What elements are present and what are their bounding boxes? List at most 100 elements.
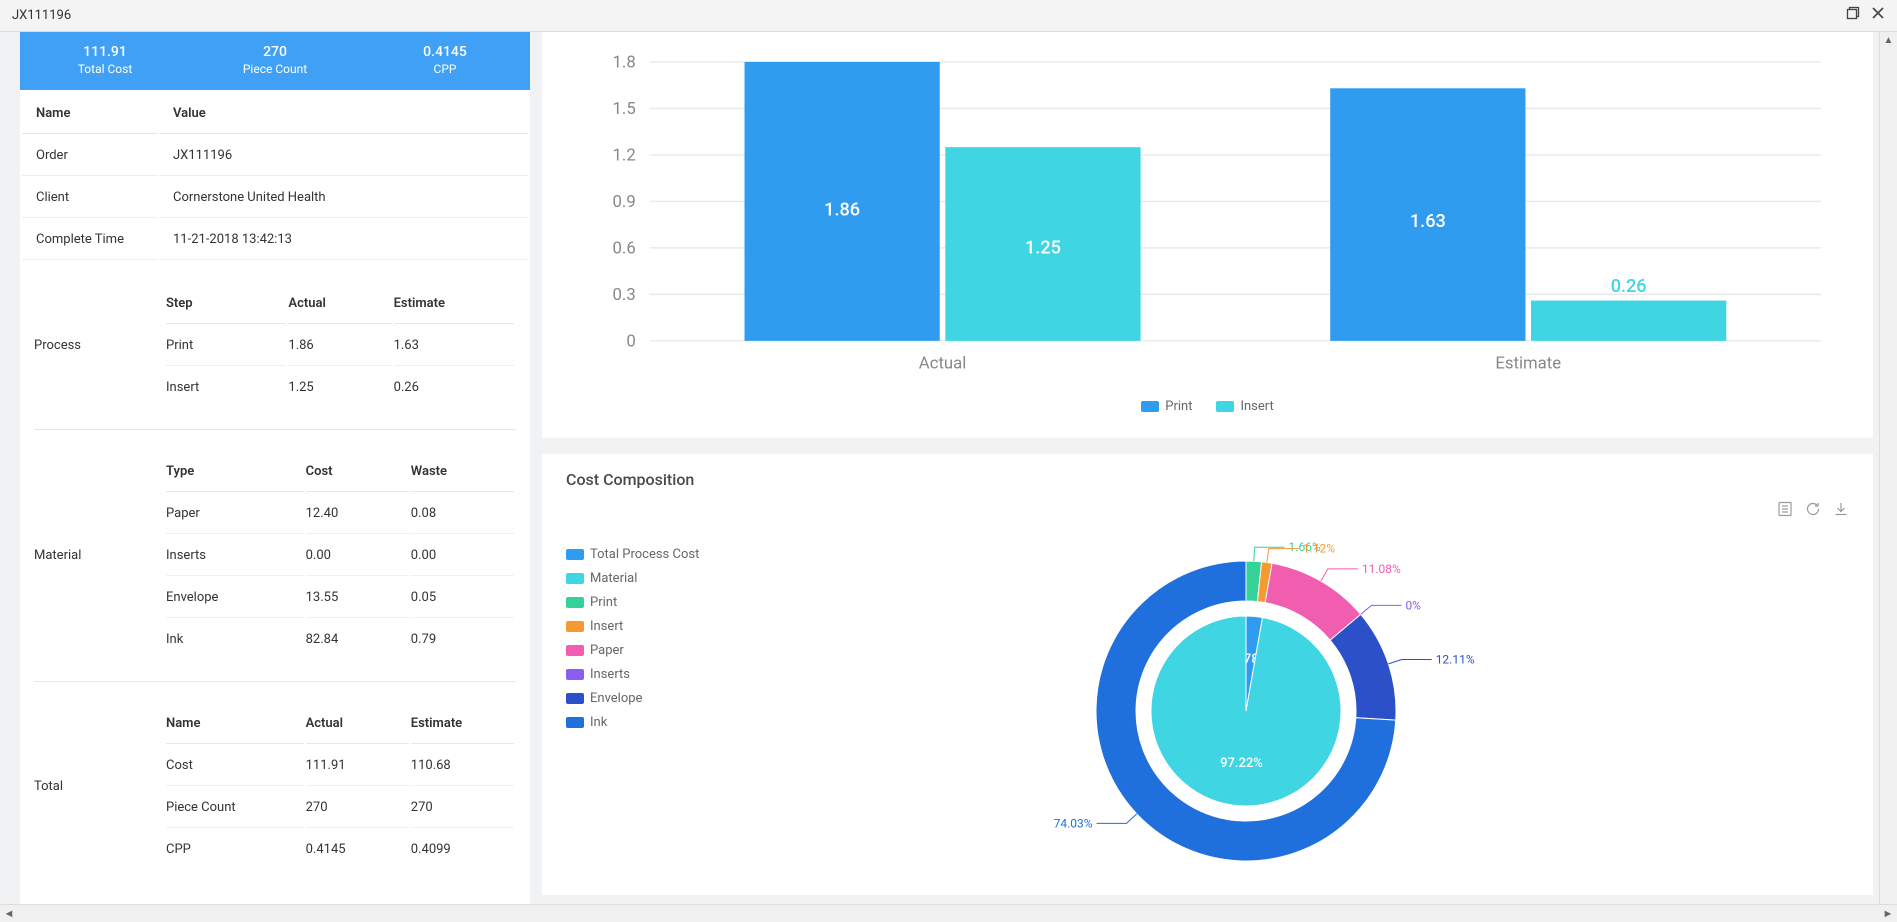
legend-label: Envelope xyxy=(590,691,642,706)
legend-item[interactable]: Print xyxy=(566,595,699,610)
cell: 1.63 xyxy=(394,326,514,366)
column-header: Actual xyxy=(288,284,391,324)
cell: Print xyxy=(166,326,286,366)
svg-text:Estimate: Estimate xyxy=(1495,354,1561,374)
table-row: Ink82.840.79 xyxy=(166,620,514,659)
pie-chart-legend: Total Process Cost Material Print Insert Pap… xyxy=(566,541,699,871)
legend-item[interactable]: Material xyxy=(566,571,699,586)
table-row: CPP0.41450.4099 xyxy=(166,830,514,869)
svg-text:1.86: 1.86 xyxy=(824,199,860,220)
table-row: Insert1.250.26 xyxy=(166,368,514,407)
legend-swatch xyxy=(566,669,584,680)
details-panel: 111.91Total Cost270Piece Count0.4145CPP … xyxy=(20,32,530,904)
process-label: Process xyxy=(34,282,164,409)
download-icon[interactable] xyxy=(1833,501,1849,521)
cell: Order xyxy=(22,136,157,176)
kpi-card: 270 Piece Count xyxy=(190,32,360,90)
legend-label: Insert xyxy=(1240,399,1273,414)
charts-panel: 00.30.60.91.21.51.8Actual1.861.25Estimat… xyxy=(542,32,1897,904)
cell: 0.08 xyxy=(411,494,514,534)
legend-label: Total Process Cost xyxy=(590,547,699,562)
kpi-card: 111.91Total Cost xyxy=(20,32,190,90)
cell: Client xyxy=(22,178,157,218)
cell: 270 xyxy=(411,788,514,828)
kpi-value: 0.4145 xyxy=(360,44,530,60)
legend-item[interactable]: Envelope xyxy=(566,691,699,706)
kpi-label: Total Cost xyxy=(20,62,190,76)
material-label: Material xyxy=(34,450,164,661)
cell: 11-21-2018 13:42:13 xyxy=(159,220,528,260)
cell: Cost xyxy=(166,746,304,786)
cell: Paper xyxy=(166,494,304,534)
legend-item[interactable]: Print xyxy=(1141,399,1192,414)
legend-item[interactable]: Insert xyxy=(1216,399,1273,414)
legend-label: Ink xyxy=(590,715,607,730)
cell: Cornerstone United Health xyxy=(159,178,528,218)
bar-chart-card: 00.30.60.91.21.51.8Actual1.861.25Estimat… xyxy=(542,32,1873,438)
legend-label: Insert xyxy=(590,619,623,634)
cell: JX111196 xyxy=(159,136,528,176)
legend-swatch xyxy=(1216,401,1234,412)
legend-swatch xyxy=(1141,401,1159,412)
cell: 0.00 xyxy=(306,536,409,576)
bar-chart: 00.30.60.91.21.51.8Actual1.861.25Estimat… xyxy=(566,48,1849,383)
cell: 110.68 xyxy=(411,746,514,786)
cell: Envelope xyxy=(166,578,304,618)
cell: CPP xyxy=(166,830,304,869)
legend-label: Print xyxy=(590,595,617,610)
material-section: Material TypeCostWaste Paper12.400.08Ins… xyxy=(34,430,516,682)
kpi-label: Piece Count xyxy=(190,62,360,76)
cell: Ink xyxy=(166,620,304,659)
svg-text:0%: 0% xyxy=(1406,598,1422,612)
data-view-icon[interactable] xyxy=(1777,501,1793,521)
svg-text:1.63: 1.63 xyxy=(1410,211,1446,232)
legend-swatch xyxy=(566,645,584,656)
cell: 12.40 xyxy=(306,494,409,534)
legend-item[interactable]: Total Process Cost xyxy=(566,547,699,562)
svg-text:1.8: 1.8 xyxy=(613,53,636,73)
cell: 13.55 xyxy=(306,578,409,618)
process-section: Process StepActualEstimate Print1.861.63… xyxy=(34,262,516,430)
legend-label: Paper xyxy=(590,643,624,658)
svg-text:74.03%: 74.03% xyxy=(1054,816,1093,830)
vertical-scrollbar[interactable]: ▲ xyxy=(1879,32,1897,904)
column-header: Name xyxy=(166,704,304,744)
column-header: Estimate xyxy=(411,704,514,744)
legend-item[interactable]: Paper xyxy=(566,643,699,658)
cell: 82.84 xyxy=(306,620,409,659)
legend-item[interactable]: Insert xyxy=(566,619,699,634)
svg-text:97.22%: 97.22% xyxy=(1220,756,1263,771)
legend-item[interactable]: Inserts xyxy=(566,667,699,682)
column-header: Step xyxy=(166,284,286,324)
pie-chart: 2.78%97.22%1.66%1.12%11.08%0%12.11%74.03… xyxy=(1026,541,1546,871)
horizontal-scrollbar[interactable]: ◄ ► xyxy=(0,904,1897,922)
table-row: Paper12.400.08 xyxy=(166,494,514,534)
table-row: OrderJX111196 xyxy=(22,136,528,176)
column-header: Waste xyxy=(411,452,514,492)
legend-item[interactable]: Ink xyxy=(566,715,699,730)
bar-chart-legend: Print Insert xyxy=(566,399,1849,414)
column-header: Cost xyxy=(306,452,409,492)
kpi-card: 0.4145CPP xyxy=(360,32,530,90)
cell: 0.00 xyxy=(411,536,514,576)
table-row: Inserts0.000.00 xyxy=(166,536,514,576)
column-header: Type xyxy=(166,452,304,492)
svg-text:0.9: 0.9 xyxy=(613,192,636,212)
pie-chart-title: Cost Composition xyxy=(566,470,1849,489)
column-header: Estimate xyxy=(394,284,514,324)
restore-icon[interactable] xyxy=(1846,6,1861,25)
refresh-icon[interactable] xyxy=(1805,501,1821,521)
table-row: Print1.861.63 xyxy=(166,326,514,366)
cell: 270 xyxy=(306,788,409,828)
svg-text:1.12%: 1.12% xyxy=(1303,541,1335,555)
svg-text:1.25: 1.25 xyxy=(1025,238,1061,259)
kpi-value: 270 xyxy=(190,44,360,60)
close-icon[interactable] xyxy=(1871,6,1885,25)
cell: 111.91 xyxy=(306,746,409,786)
cell: 0.26 xyxy=(394,368,514,407)
cell: 1.86 xyxy=(288,326,391,366)
table-row: Envelope13.550.05 xyxy=(166,578,514,618)
legend-swatch xyxy=(566,621,584,632)
legend-swatch xyxy=(566,693,584,704)
svg-text:0: 0 xyxy=(626,331,635,351)
